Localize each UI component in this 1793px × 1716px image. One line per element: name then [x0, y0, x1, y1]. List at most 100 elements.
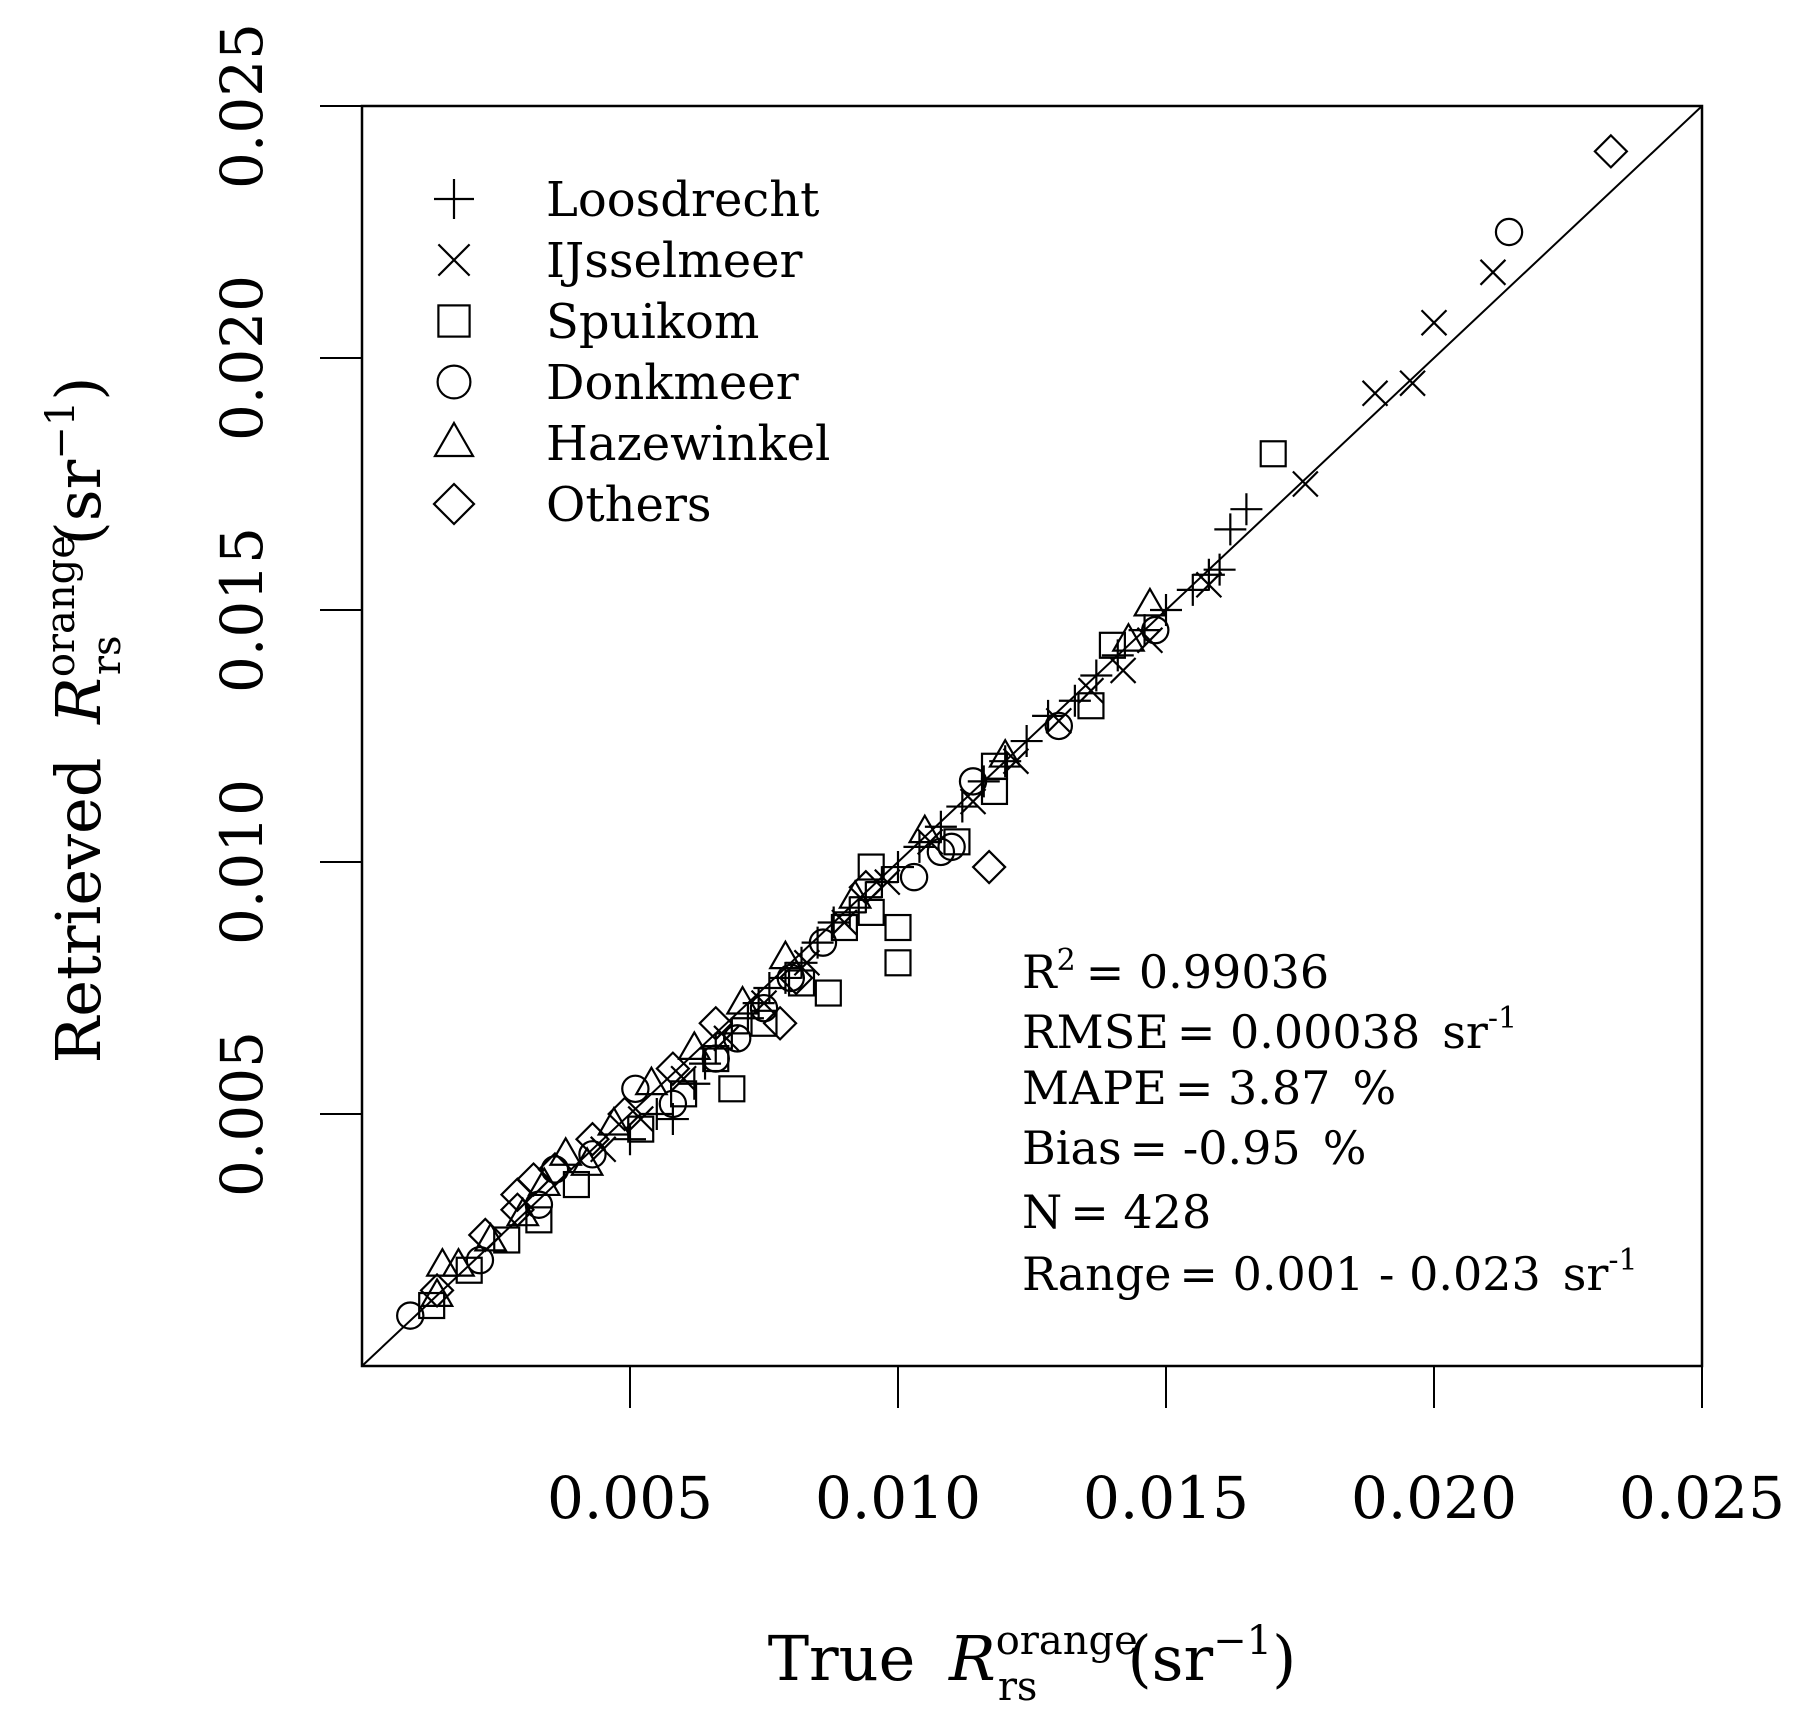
data-point-loosdrecht [903, 830, 936, 863]
x-axis-title-unit-close: ) [1272, 1622, 1296, 1695]
data-point-loosdrecht [865, 866, 898, 899]
data-point-hazewinkel [570, 1146, 605, 1176]
x-tick-label: 0.010 [815, 1464, 981, 1532]
stat-range: Range = 0.001 - 0.023 sr-1 [1022, 1243, 1638, 1301]
data-point-hazewinkel [1111, 622, 1146, 652]
y-axis-title-sup: orange [38, 535, 84, 677]
stat-bias: Bias = -0.95% [1022, 1121, 1366, 1175]
data-point-hazewinkel [988, 737, 1023, 768]
data-point-others [848, 869, 884, 905]
data-point-others [778, 960, 814, 996]
x-axis-title-unit-exp: −1 [1213, 1618, 1272, 1664]
data-point-spuikom [493, 1226, 521, 1254]
data-point-hazewinkel [596, 1105, 632, 1136]
data-point-others [971, 849, 1007, 885]
y-axis-title: Retrieved Rorangers (sr−1) [38, 377, 130, 1064]
data-point-donkmeer [1141, 615, 1170, 645]
y-axis-title-unit-open: (sr [42, 459, 115, 545]
data-point-donkmeer [926, 837, 956, 867]
data-point-hazewinkel [838, 879, 873, 909]
data-point-donkmeer [808, 928, 838, 957]
stat-range-label: Range [1022, 1247, 1171, 1301]
data-point-spuikom [1259, 440, 1287, 468]
data-point-ijsselmeer [1399, 369, 1426, 397]
x-axis-title-unit-open: (sr [1127, 1622, 1213, 1695]
stat-bias-value: = -0.95 [1130, 1121, 1301, 1175]
x-axis-title-symbol: R [948, 1622, 996, 1695]
stat-bias-label: Bias [1022, 1121, 1122, 1175]
data-point-spuikom [884, 949, 912, 977]
data-point-ijsselmeer [1292, 470, 1319, 498]
stat-mape-label: MAPE [1022, 1061, 1167, 1115]
legend-label-donkmeer: Donkmeer [546, 355, 799, 411]
data-point-loosdrecht [882, 851, 914, 884]
data-point-donkmeer [578, 1140, 607, 1169]
y-tick-label: 0.015 [208, 527, 276, 693]
data-point-donkmeer [749, 993, 779, 1023]
data-point-loosdrecht [1230, 493, 1263, 526]
x-tick-label: 0.005 [547, 1464, 713, 1532]
stat-rmse-unit: sr [1442, 1005, 1488, 1059]
data-point-spuikom [830, 913, 858, 942]
data-point-ijsselmeer [1109, 657, 1137, 684]
data-point-others [1593, 133, 1629, 169]
stat-range-unit: sr [1563, 1247, 1609, 1301]
data-point-hazewinkel [907, 813, 942, 844]
data-point-others [499, 1192, 535, 1228]
data-point-hazewinkel [768, 939, 803, 970]
legend-label-ijsselmeer: IJsselmeer [546, 233, 803, 289]
data-point-spuikom [525, 1206, 553, 1234]
data-point-others [467, 1217, 503, 1253]
legend-label-loosdrecht: Loosdrecht [546, 172, 819, 228]
plot-frame [360, 104, 1704, 1368]
stat-rmse-value: = 0.00038 [1177, 1005, 1420, 1059]
data-point-others [419, 1272, 455, 1308]
data-point-hazewinkel [634, 1065, 669, 1096]
legend-marker-circle-icon [436, 364, 472, 400]
stat-mape-value: = 3.87 [1175, 1061, 1331, 1115]
data-point-hazewinkel [725, 984, 760, 1015]
data-point-ijsselmeer [1420, 309, 1448, 336]
data-points [396, 133, 1629, 1330]
y-tick-label: 0.025 [208, 23, 276, 189]
y-axis-title-prefix: Retrieved [42, 758, 115, 1064]
stat-mape-unit: % [1352, 1061, 1396, 1115]
data-point-spuikom [750, 1009, 778, 1037]
data-point-donkmeer [1494, 217, 1524, 247]
data-point-spuikom [857, 853, 885, 881]
legend-marker-cross-icon [437, 243, 471, 277]
data-point-loosdrecht [1032, 699, 1065, 732]
data-point-donkmeer [396, 1301, 425, 1330]
x-axis-title-prefix: True [768, 1622, 916, 1695]
legend-marker-triangle-icon [433, 420, 475, 458]
data-point-donkmeer [722, 1024, 752, 1053]
data-point-donkmeer [899, 862, 929, 892]
data-point-ijsselmeer [1045, 707, 1073, 735]
data-point-spuikom [718, 1075, 746, 1103]
stat-range-value: = 0.001 - 0.023 [1179, 1247, 1540, 1301]
data-point-others [574, 1121, 611, 1157]
legend-label-spuikom: Spuikom [546, 294, 759, 350]
y-tick-label: 0.020 [208, 275, 276, 441]
data-point-spuikom [814, 979, 842, 1007]
data-point-spuikom [857, 898, 885, 926]
data-point-others [762, 1005, 798, 1041]
y-axis-title-symbol: R [42, 677, 115, 725]
legend-marker-plus-icon [434, 179, 474, 219]
data-point-loosdrecht [785, 946, 818, 979]
data-point-donkmeer [621, 1074, 650, 1104]
stat-mape: MAPE = 3.87% [1022, 1061, 1396, 1115]
data-point-spuikom [627, 1115, 655, 1143]
data-point-loosdrecht [1150, 594, 1182, 626]
data-point-spuikom [943, 828, 971, 856]
data-point-loosdrecht [946, 790, 979, 823]
data-point-donkmeer [776, 963, 806, 993]
data-point-hazewinkel [1132, 586, 1168, 617]
x-axis-title: True Rorange rs (sr−1) [768, 1618, 1297, 1710]
data-point-ijsselmeer [627, 1105, 654, 1133]
data-point-ijsselmeer [1077, 677, 1105, 704]
y-tick-label: 0.005 [208, 1031, 276, 1197]
data-point-hazewinkel [441, 1246, 476, 1277]
data-point-ijsselmeer [1479, 259, 1507, 286]
data-point-loosdrecht [656, 1103, 689, 1136]
